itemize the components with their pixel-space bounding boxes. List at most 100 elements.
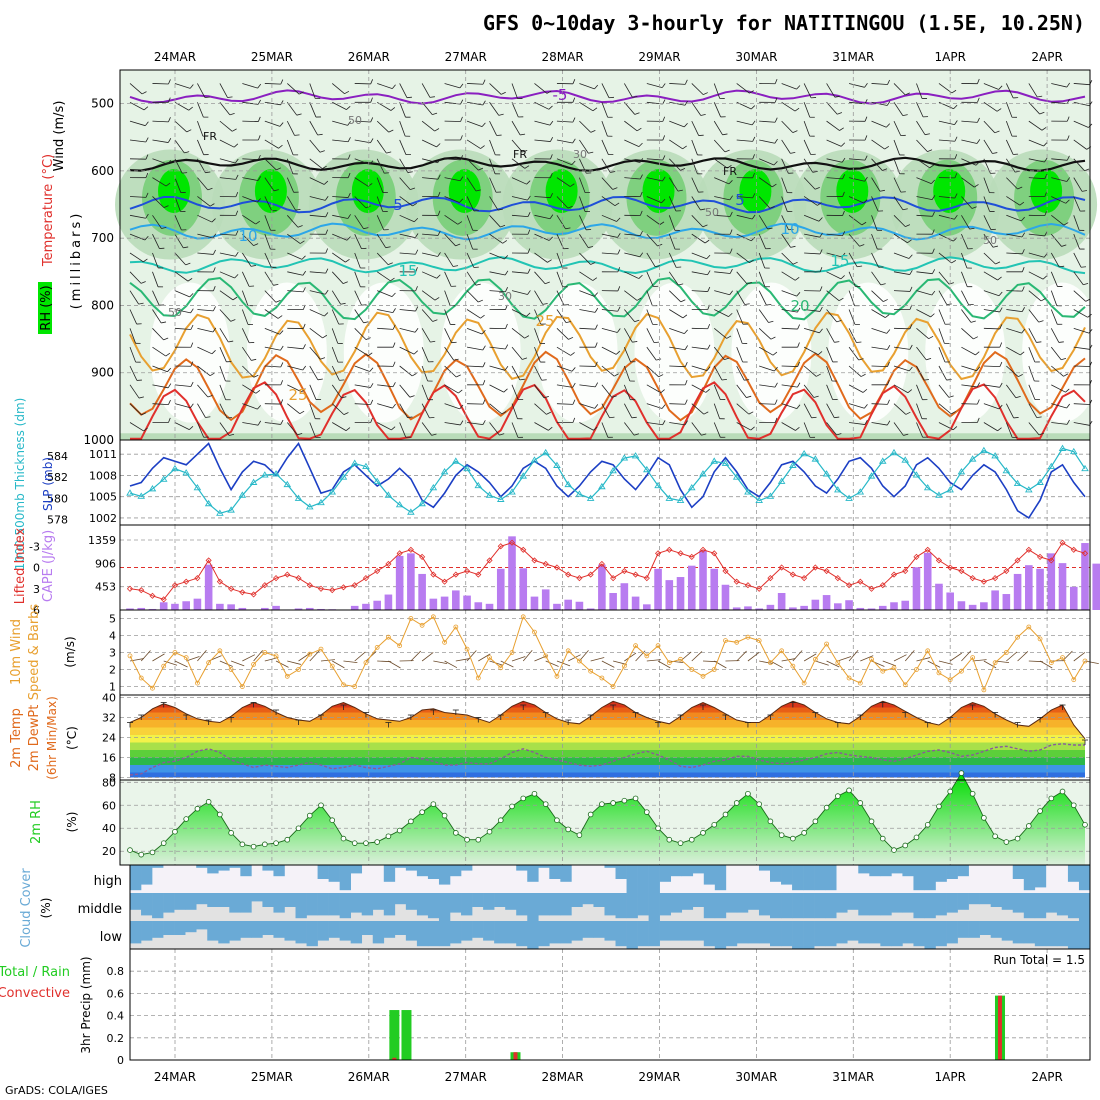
wind-barb (601, 384, 613, 398)
wind-barb (129, 403, 142, 416)
wind-barb-flag (752, 154, 755, 160)
wind-barb (871, 196, 879, 212)
dewpt2m-label: 2m DewPt (27, 705, 42, 772)
wind10-point (239, 684, 245, 689)
wind-barb (219, 347, 227, 362)
panel-precip: 00.20.40.60.8 Run Total = 1.5 Total / Ra… (0, 948, 1091, 1067)
temp-band (130, 727, 1085, 735)
lifted-index-point (1081, 550, 1089, 557)
wind-barb (983, 177, 990, 193)
thickness-point (777, 477, 786, 484)
thickness-tick-label: 578 (47, 514, 68, 527)
wind-barb-flag (1066, 419, 1070, 425)
rh2m-point (936, 803, 942, 810)
wind-barb-flag (796, 85, 801, 90)
wind10-barb (455, 658, 470, 662)
thickness-point (856, 488, 865, 495)
wind-barb-flag (569, 183, 575, 187)
wind-barb (332, 139, 349, 143)
cape-bar (182, 601, 190, 610)
wind-barb-flag (930, 313, 935, 318)
rh-band (545, 169, 578, 214)
wind-barb-flag (550, 193, 553, 198)
precip-conv-label: Convective (0, 986, 70, 1001)
rh2m-point (340, 835, 347, 842)
wind-barb-flag (1020, 351, 1025, 356)
wind-barb (781, 196, 788, 212)
wind-barb-flag (840, 275, 845, 280)
wind-barb-flag (280, 419, 284, 425)
wind-barb-flag (819, 267, 823, 273)
wind-barb (938, 233, 954, 242)
wind-barb-flag (840, 142, 846, 147)
wind-barb-flag (752, 193, 756, 199)
wind-barb (399, 177, 411, 190)
wind-barb-flag (363, 321, 369, 324)
cloud-cell (196, 893, 208, 905)
wind-barb-flag (324, 312, 329, 317)
cloud-cell (836, 921, 848, 944)
precip-tick-label: 0.4 (107, 1010, 125, 1023)
wind-barb (1028, 120, 1043, 131)
wind-barb (444, 196, 460, 203)
rh2m-point (497, 817, 504, 824)
wind-barb (242, 384, 257, 394)
wind-barb (669, 139, 683, 150)
rh2m-point (194, 805, 201, 812)
wind-barb-flag (729, 290, 733, 296)
wind-barb-flag (614, 202, 620, 207)
wind-barb (871, 234, 878, 250)
wind-barb-flag (323, 180, 329, 185)
wind-barb (309, 158, 323, 169)
cloud-cell (902, 893, 914, 913)
wind-barb (826, 252, 843, 258)
wind-barb (376, 233, 387, 248)
wind-barb (422, 252, 438, 257)
wind-barb (534, 120, 551, 126)
wind-barb-flag (729, 195, 733, 201)
wind-barb (129, 384, 140, 399)
wind-barb (668, 196, 677, 212)
wind-barb-flag (954, 120, 958, 125)
cloud-cell (218, 921, 230, 944)
wind-barb-flag (363, 227, 369, 230)
wind-barb (466, 309, 481, 319)
wind-barb-flag (1021, 267, 1025, 272)
wind-barb-flag (886, 101, 891, 106)
wind-barb (1050, 233, 1062, 247)
wind-barb (197, 327, 214, 333)
cloud-cell (416, 865, 429, 877)
wind-barb-flag (1083, 283, 1089, 286)
cloud-cell (781, 921, 793, 947)
wind-barb-flag (232, 128, 237, 132)
cloud-cell (438, 893, 451, 921)
cloud-cell (405, 893, 418, 910)
wind-barb (938, 328, 945, 344)
wind-barb (556, 215, 566, 230)
thickness-point (676, 496, 685, 504)
wind-barb (983, 403, 1000, 410)
wind-barb (871, 346, 888, 350)
wind-barb-flag (968, 303, 974, 306)
thickness-point (193, 483, 202, 491)
wind-barb-flag (168, 117, 171, 123)
lifted-index-point (138, 587, 145, 594)
wind-barb (556, 328, 569, 340)
contour-label: 50 (705, 206, 719, 219)
cape-bar (1058, 563, 1067, 610)
cape-bar (463, 595, 471, 610)
isotherm-line (129, 381, 1086, 440)
wind-barb-flag (190, 361, 194, 367)
rh2m-point (767, 818, 774, 825)
cape-bar (305, 607, 314, 610)
wind-barb-flag (571, 160, 576, 165)
wind-barb-flag (186, 129, 192, 133)
wind-barb (826, 384, 834, 400)
wind-barb (534, 139, 551, 142)
wind-barb (534, 271, 546, 285)
wind-barb-flag (707, 323, 711, 329)
wind-barb-flag (592, 107, 598, 112)
cloud-cell (273, 921, 285, 938)
